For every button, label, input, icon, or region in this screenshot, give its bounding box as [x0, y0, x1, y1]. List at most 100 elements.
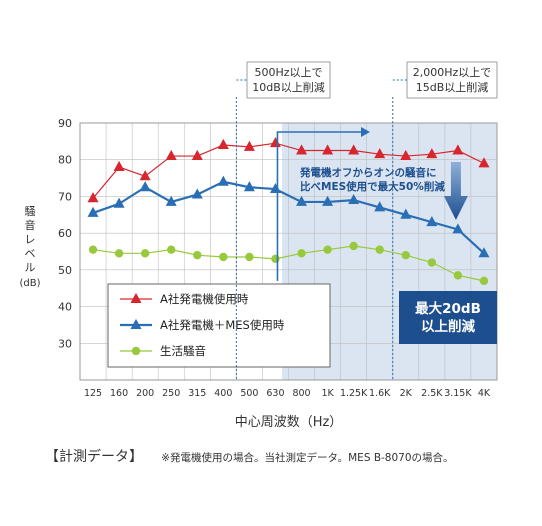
- callout-2-text: 2,000Hz以上で: [413, 66, 492, 79]
- data-point: [88, 245, 98, 254]
- y-tick-label: 30: [58, 337, 72, 350]
- data-point: [243, 140, 255, 151]
- x-tick-label: 3.15K: [444, 388, 472, 399]
- data-point: [322, 144, 334, 155]
- callout-2-box: [406, 61, 498, 99]
- data-point: [269, 137, 281, 148]
- measurement-data-label: 【計測データ】: [45, 449, 143, 465]
- x-tick-label: 630: [266, 388, 284, 399]
- data-point: [193, 250, 202, 260]
- y-axis-label: 騒音レベル(dB): [19, 205, 40, 289]
- data-point: [375, 245, 384, 254]
- y-tick-label: 50: [58, 264, 72, 277]
- data-point: [87, 206, 99, 217]
- y-tick-label: 60: [58, 227, 72, 240]
- data-point: [374, 201, 386, 212]
- data-point: [165, 195, 177, 206]
- plot-frame: [79, 122, 498, 381]
- data-point: [113, 160, 125, 172]
- legend-marker: [130, 292, 142, 303]
- data-point: [349, 241, 358, 251]
- data-point: [452, 223, 464, 234]
- max-reduction-text: 最大20dB: [415, 300, 481, 317]
- measurement-note: 【計測データ】 ※発電機使用の場合。当社測定データ。MES B-8070の場合。: [45, 446, 454, 466]
- region-bracket: [276, 131, 362, 281]
- data-point: [322, 195, 334, 206]
- data-point: [114, 249, 124, 258]
- x-axis-label: 中心周波数（Hz）: [235, 415, 343, 430]
- x-tick-label: 2K: [400, 388, 413, 399]
- data-point: [348, 193, 360, 205]
- data-point: [165, 149, 177, 161]
- region-arrowhead: [361, 127, 370, 137]
- region-note-text: 発電機オフからオンの騒音に: [299, 166, 437, 179]
- x-tick-label: 1K: [321, 388, 334, 399]
- callout-2-text: 15dB以上削減: [416, 80, 489, 94]
- y-tick-label: 70: [58, 190, 72, 203]
- data-point: [296, 195, 308, 206]
- legend-marker: [131, 346, 141, 356]
- legend-marker: [130, 318, 142, 329]
- x-tick-label: 160: [110, 388, 128, 399]
- data-point: [426, 215, 438, 227]
- reduction-arrow: [443, 162, 468, 220]
- data-point: [139, 170, 151, 181]
- x-tick-label: 2.5K: [421, 388, 443, 399]
- data-point: [87, 192, 99, 203]
- x-tick-label: 1.6K: [369, 388, 391, 399]
- data-point: [478, 247, 490, 258]
- x-tick-label: 315: [188, 388, 206, 399]
- x-tick-label: 400: [214, 388, 232, 399]
- data-point: [479, 276, 489, 286]
- data-point: [323, 245, 332, 254]
- legend-label: A社発電機使用時: [160, 292, 249, 306]
- data-point: [452, 144, 464, 155]
- data-point: [140, 249, 150, 258]
- max-reduction-box: [399, 291, 497, 344]
- y-tick-label: 90: [58, 117, 72, 130]
- data-point: [348, 144, 360, 155]
- data-point: [374, 148, 386, 159]
- data-point: [219, 252, 228, 262]
- x-tick-label: 500: [240, 388, 258, 399]
- data-point: [245, 252, 254, 262]
- x-tick-label: 125: [84, 388, 102, 399]
- callout-1-text: 500Hz以上で: [254, 66, 322, 79]
- data-point: [478, 157, 490, 168]
- data-point: [271, 254, 280, 264]
- data-point: [217, 175, 229, 186]
- data-point: [191, 149, 203, 161]
- noise-level-chart: 30 40 50 60 70 80 90 125 160 200 250 315 400 500 630 80…: [19, 61, 498, 430]
- data-point: [401, 250, 410, 260]
- legend-label: 生活騒音: [160, 344, 206, 358]
- x-tick-label: 800: [292, 388, 310, 399]
- data-point: [297, 249, 306, 258]
- data-point: [453, 271, 463, 280]
- x-tick-label: 200: [136, 388, 154, 399]
- max-reduction-text: 以上削減: [421, 318, 475, 335]
- series-line: [92, 142, 485, 199]
- callout-1-box: [246, 61, 331, 99]
- x-tick-label: 250: [162, 388, 180, 399]
- data-point: [113, 197, 125, 208]
- data-point: [167, 245, 176, 254]
- series-line: [92, 245, 485, 282]
- data-point: [217, 138, 229, 149]
- y-tick-label: 80: [58, 154, 72, 167]
- x-tick-label: 1.25K: [340, 388, 368, 399]
- data-point: [139, 181, 151, 192]
- data-point: [243, 181, 255, 192]
- x-tick-label: 4K: [478, 388, 491, 399]
- measurement-note-text: ※発電機使用の場合。当社測定データ。MES B-8070の場合。: [161, 452, 454, 464]
- series-line: [92, 180, 485, 255]
- data-point: [400, 208, 412, 219]
- data-point: [426, 148, 438, 159]
- data-point: [400, 149, 412, 161]
- data-point: [191, 188, 203, 199]
- legend-label: A社発電機＋MES使用時: [160, 318, 285, 332]
- callout-1-text: 10dB以上削減: [252, 80, 325, 94]
- y-tick-label: 40: [58, 301, 72, 314]
- data-point: [296, 144, 308, 155]
- region-note-text: 比べMES使用で最大50%削減: [300, 180, 445, 193]
- data-point: [427, 258, 437, 267]
